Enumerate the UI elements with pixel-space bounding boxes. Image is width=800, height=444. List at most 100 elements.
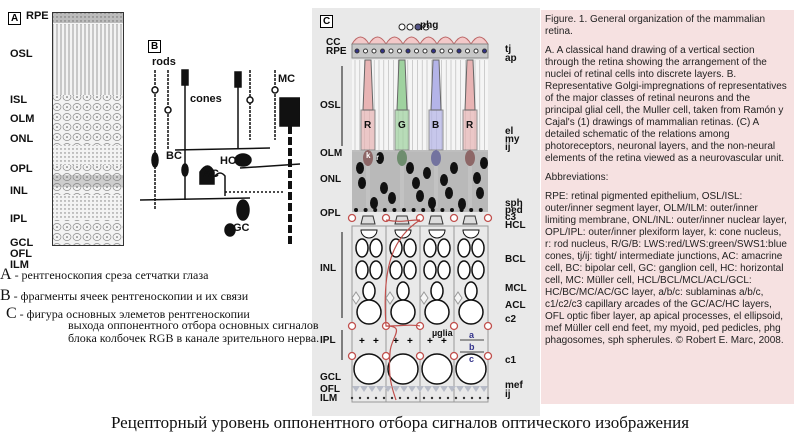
- label-ac: AC: [203, 168, 219, 180]
- rpe-granule: [456, 48, 462, 54]
- capillary: [483, 351, 493, 361]
- ganglion-cell: [421, 353, 453, 385]
- rpe-granule: [405, 48, 411, 54]
- choriocapillaris: [453, 36, 472, 45]
- label-hc: HC: [220, 155, 236, 167]
- layer-label-c2: c2: [505, 314, 517, 325]
- cone-outer-segment: [430, 59, 442, 111]
- horizontal-cell: [360, 229, 378, 239]
- note-line: C - фигура основных элеметов рентгеноско…: [6, 305, 250, 323]
- layer-label-rpe: RPE: [326, 46, 347, 57]
- ilm-dot: [406, 396, 410, 400]
- muller-end-foot: [408, 386, 416, 392]
- rod-spherule: [392, 208, 397, 212]
- bipolar-cell: [457, 260, 471, 280]
- bipolar-cell: [423, 260, 437, 280]
- panel-c-schematic: + + + + + + C phg CC RPE OSL OLM ONL OPL INL IPL GCL O…: [312, 8, 540, 416]
- abbreviations-text: RPE: retinal pigmented epithelium, OSL/I…: [545, 191, 787, 346]
- rpe-granule: [380, 48, 385, 54]
- amacrine-cell: [356, 299, 382, 325]
- label-gc: GC: [233, 222, 250, 234]
- layer-label-acl: ACL: [505, 300, 526, 311]
- muller-end-foot: [368, 386, 376, 392]
- bipolar-cell: [437, 238, 451, 258]
- layer-label-hcl: HCL: [505, 220, 526, 231]
- layer-label-olm: OLM: [320, 148, 343, 159]
- rod-nucleus: [356, 162, 364, 174]
- layer-label-gcl: GCL: [320, 372, 342, 383]
- ilm-dot: [446, 396, 450, 400]
- panel-b-tag: B: [148, 40, 162, 53]
- rod-nucleus: [440, 174, 448, 186]
- choriocapillaris: [402, 36, 421, 45]
- rpe-granule: [482, 48, 487, 54]
- capillary: [483, 321, 493, 331]
- capillary: [347, 321, 357, 331]
- layer-label-sph: sph: [505, 198, 523, 209]
- muller-end-foot: [456, 386, 464, 392]
- layer-label-inl: INL: [320, 263, 337, 274]
- rod-spherule: [402, 208, 406, 212]
- rod-nucleus: [376, 152, 384, 164]
- bipolar-cell: [355, 260, 369, 280]
- muller-end-foot: [360, 386, 368, 392]
- muller-end-foot: [416, 386, 424, 392]
- horizontal-cell: [462, 229, 480, 239]
- sublamina-a: a: [469, 330, 475, 340]
- cone-outer-segment: [362, 59, 374, 111]
- rod-nucleus: [416, 190, 424, 202]
- cone-pedicle: [428, 215, 444, 225]
- choriocapillaris: [419, 36, 438, 45]
- choriocapillaris: [368, 36, 387, 45]
- rpe-granule: [448, 48, 453, 54]
- note-letter: C: [6, 305, 17, 322]
- layer-label-ipl: IPL: [10, 213, 28, 225]
- muller-end-foot: [384, 386, 392, 392]
- bottom-title: Рецепторный уровень оппонентного отбора …: [110, 413, 690, 432]
- ilm-dot: [382, 396, 386, 400]
- layer-label-onl: ONL: [320, 174, 342, 185]
- rpe-granule: [354, 48, 360, 54]
- note-text: блока колбочек RGB в канале зрительного …: [68, 331, 320, 345]
- capillary: [347, 213, 357, 223]
- capillary: [449, 321, 459, 331]
- muller-soma: [419, 291, 429, 305]
- rod-nucleus: [412, 177, 420, 189]
- layer-label-cc: CC: [326, 37, 341, 48]
- cone-outer-segment: [396, 59, 408, 111]
- layer-label-inl: INL: [10, 185, 28, 197]
- cone-pedicle: [462, 215, 478, 225]
- cone-pedicle: [360, 215, 376, 225]
- nucleus-label-r: r: [376, 153, 380, 162]
- bipolar-cell: [369, 238, 383, 258]
- rod-nucleus: [473, 172, 481, 184]
- caption-body: A. A classical hand drawing of a vertica…: [545, 45, 787, 164]
- phagosome: [414, 23, 422, 31]
- rpe-granule: [431, 48, 436, 54]
- layer-label-gcl: GCL: [10, 237, 34, 249]
- ilm-dot: [430, 396, 434, 400]
- muller-end-foot: [352, 386, 360, 392]
- note-text: - фигура основных элеметов рентгеноскопи…: [16, 307, 250, 321]
- amacrine-cell: [458, 299, 484, 325]
- ilm-dot: [478, 396, 482, 400]
- rod-spherule: [459, 208, 464, 212]
- choriocapillaris: [351, 36, 370, 45]
- note-letter: A: [0, 266, 12, 283]
- bipolar-cell: [430, 281, 444, 301]
- capillary: [381, 351, 391, 361]
- panel-b-golgi-drawing: [140, 69, 300, 245]
- layer-label-el: el: [505, 126, 514, 137]
- rod-spherule: [363, 208, 368, 212]
- muller-end-foot: [392, 386, 400, 392]
- cell-plus: +: [407, 336, 413, 347]
- note-line: B - фрагменты ячеек рентгеноскопии и их …: [0, 287, 248, 305]
- rod-nucleus: [428, 197, 436, 209]
- rod-nucleus: [370, 197, 378, 209]
- layer-label-onl: ONL: [10, 133, 34, 145]
- rpe-granule: [397, 48, 402, 54]
- layer-label-ipl: IPL: [320, 335, 336, 346]
- sublamina-c: c: [469, 354, 475, 364]
- layer-label-my: my: [505, 134, 520, 145]
- phagosome: [398, 23, 406, 31]
